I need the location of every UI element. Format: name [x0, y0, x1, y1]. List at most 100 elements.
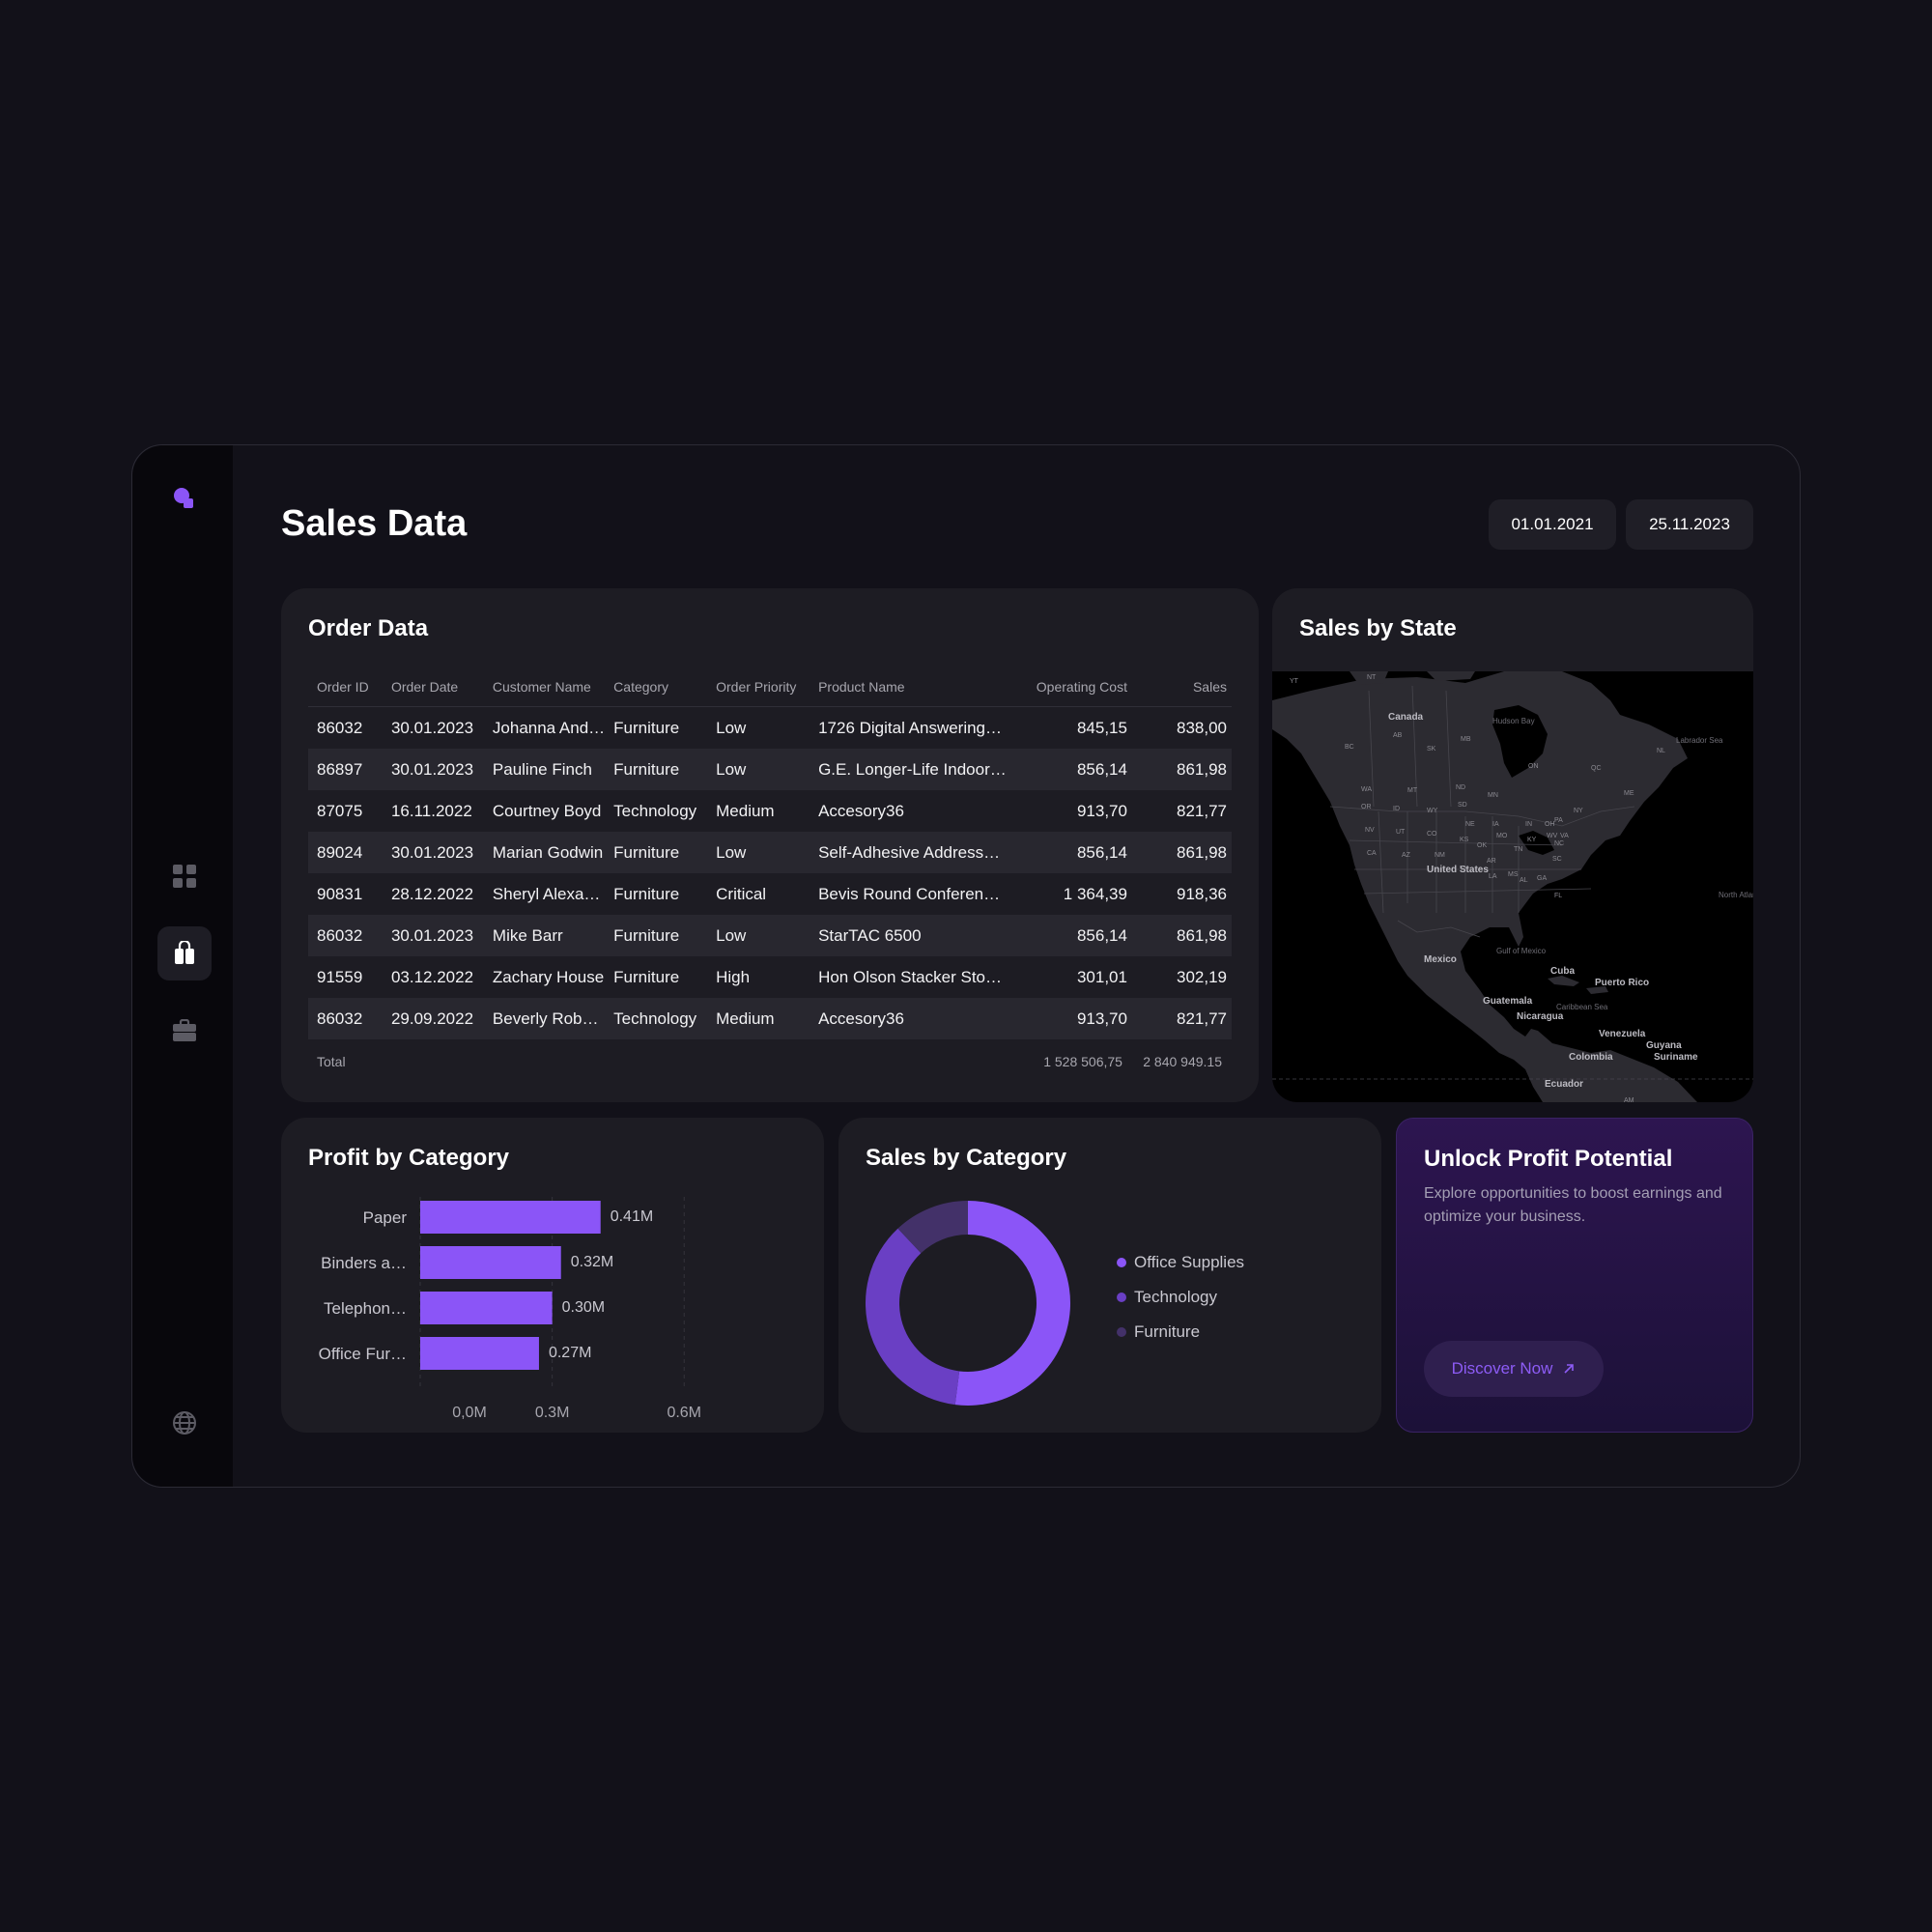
table-row[interactable]: 86032 29.09.2022 Beverly Rob… Technology Med…: [308, 998, 1232, 1039]
bar[interactable]: [420, 1292, 553, 1324]
table-cell: Low: [716, 718, 747, 737]
map-region-label: MO: [1496, 833, 1508, 839]
legend-label: Furniture: [1134, 1322, 1201, 1341]
logo-icon[interactable]: [157, 472, 212, 526]
table-cell: 913,70: [1015, 998, 1132, 1039]
total-operating-cost: 1 528 506,75: [1043, 1054, 1122, 1069]
table-cell: Furniture: [605, 832, 708, 873]
table-cell: 856,14: [1015, 832, 1132, 873]
map-region-label: KY: [1527, 837, 1537, 843]
table-cell: 30.01.2023: [382, 915, 484, 956]
profit-bar-chart: 0,0M 0.3M 0.6M Paper 0.41M Binders a… 0.32M Tel…: [319, 1197, 701, 1421]
table-cell: 90831: [317, 884, 363, 903]
briefcase-icon[interactable]: [157, 1004, 212, 1058]
category-label: Office Fur…: [319, 1345, 407, 1363]
table-cell: Self-Adhesive Address…: [810, 832, 1016, 873]
legend-item[interactable]: Technology: [1117, 1288, 1217, 1307]
donut-slice[interactable]: [866, 1228, 960, 1406]
shopping-bag-icon[interactable]: [157, 926, 212, 980]
map-region-label: ME: [1624, 790, 1634, 797]
table-cell: 86897: [308, 749, 383, 790]
sidebar: [132, 445, 233, 1487]
map-label-cuba: Cuba: [1550, 966, 1575, 977]
table-cell: Medium: [707, 998, 810, 1039]
table-cell: Furniture: [613, 967, 680, 986]
start-date-button[interactable]: 01.01.2021: [1489, 499, 1616, 550]
map-region-label: PA: [1554, 817, 1563, 824]
map-region-label: NT: [1367, 674, 1377, 681]
table-row[interactable]: 87075 16.11.2022 Courtney Boyd Technology Me…: [308, 790, 1232, 832]
table-row[interactable]: 86032 30.01.2023 Johanna And… Furniture Low 1…: [308, 707, 1232, 750]
column-header[interactable]: Order Priority: [707, 668, 810, 707]
legend-dot: [1117, 1327, 1126, 1337]
column-header[interactable]: Order ID: [308, 668, 383, 707]
table-cell: 1726 Digital Answering…: [818, 718, 1003, 737]
category-label: Telephon…: [324, 1299, 407, 1318]
globe-icon[interactable]: [157, 1396, 212, 1450]
table-cell: 861,98: [1131, 749, 1232, 790]
table-cell: 821,77: [1177, 801, 1227, 820]
legend-item[interactable]: Office Supplies: [1117, 1253, 1244, 1272]
map-region-label: NM: [1435, 852, 1445, 859]
map-region-label: OH: [1545, 821, 1555, 828]
category-label: Paper: [363, 1208, 408, 1227]
map-region-label: SK: [1427, 746, 1436, 753]
table-cell: 301,01: [1076, 967, 1127, 986]
table-cell: Low: [707, 832, 810, 873]
table-cell: 91559: [317, 967, 363, 986]
table-cell: 89024: [308, 832, 383, 873]
page-title: Sales Data: [281, 503, 468, 544]
column-header[interactable]: Category: [605, 668, 708, 707]
table-cell: 03.12.2022: [390, 967, 474, 986]
table-row[interactable]: 90831 28.12.2022 Sheryl Alexa… Furniture Cri…: [308, 873, 1232, 915]
promo-card: Unlock Profit Potential Explore opportun…: [1396, 1118, 1753, 1433]
map-region-label: ON: [1528, 763, 1539, 770]
map-label-united-states: United States: [1427, 865, 1489, 875]
sales-by-state-title: Sales by State: [1299, 615, 1457, 641]
column-header[interactable]: Operating Cost: [1015, 668, 1132, 707]
map-region-label: YT: [1290, 678, 1299, 685]
x-tick-label: 0.3M: [535, 1405, 570, 1421]
map-label-colombia: Colombia: [1569, 1052, 1613, 1063]
end-date-button[interactable]: 25.11.2023: [1626, 499, 1753, 550]
order-data-title: Order Data: [308, 615, 429, 641]
map-region-label: AM: [1624, 1097, 1634, 1102]
sales-by-state-card: Sales by State: [1272, 588, 1753, 1102]
legend-item[interactable]: Furniture: [1117, 1322, 1200, 1342]
sales-by-category-card: Sales by Category Office Supplies Technol…: [838, 1118, 1381, 1433]
map-region-label: CA: [1367, 850, 1377, 857]
table-cell: Furniture: [613, 718, 680, 737]
discover-now-button[interactable]: Discover Now: [1424, 1341, 1604, 1397]
table-cell: Technology: [613, 801, 697, 820]
table-row[interactable]: 86032 30.01.2023 Mike Barr Furniture Low Star…: [308, 915, 1232, 956]
map-region-label: ND: [1456, 784, 1465, 791]
column-header[interactable]: Order Date: [382, 668, 484, 707]
grid-icon[interactable]: [157, 849, 212, 903]
table-row[interactable]: 89024 30.01.2023 Marian Godwin Furniture Low…: [308, 832, 1232, 873]
table-row[interactable]: 91559 03.12.2022 Zachary House Furniture Hig…: [308, 956, 1232, 998]
map-region-label: IA: [1492, 821, 1499, 828]
map-region-label: CO: [1427, 831, 1437, 838]
bar[interactable]: [420, 1337, 539, 1370]
column-header[interactable]: Sales: [1131, 668, 1232, 707]
map-region-label: NE: [1465, 821, 1475, 828]
map-region-label: MS: [1508, 871, 1519, 878]
bar-value-label: 0.30M: [562, 1299, 605, 1316]
sales-map[interactable]: Canada United States Mexico Cuba Puerto …: [1272, 671, 1753, 1102]
table-cell: Technology: [605, 998, 708, 1039]
table-cell: High: [716, 967, 751, 986]
bar[interactable]: [420, 1246, 561, 1279]
column-header[interactable]: Customer Name: [483, 668, 606, 707]
column-header[interactable]: Product Name: [810, 668, 1016, 707]
table-row[interactable]: 86897 30.01.2023 Pauline Finch Furniture Low…: [308, 749, 1232, 790]
table-cell: Bevis Round Conferen…: [818, 884, 1001, 903]
table-total-row: Total 1 528 506,75 2 840 949.15: [308, 1039, 1232, 1084]
donut-slice[interactable]: [897, 1201, 968, 1254]
table-cell: Sheryl Alexa…: [492, 884, 601, 903]
donut-slice[interactable]: [954, 1201, 1070, 1406]
map-region-label: AZ: [1402, 852, 1411, 859]
table-cell: 86032: [317, 718, 363, 737]
map-label-canada: Canada: [1388, 712, 1424, 723]
legend-dot: [1117, 1293, 1126, 1302]
bar[interactable]: [420, 1201, 601, 1234]
